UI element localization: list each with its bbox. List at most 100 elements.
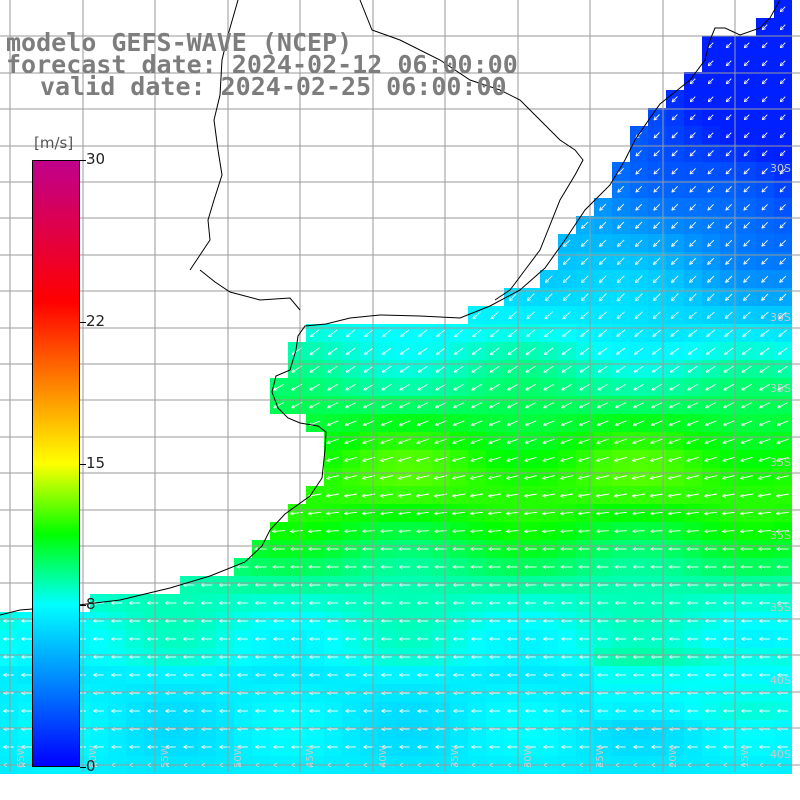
wind-arrow — [780, 204, 786, 209]
wind-arrow — [763, 78, 768, 84]
latitude-label: 40S — [770, 674, 791, 687]
wind-arrow — [744, 186, 750, 191]
wind-arrow — [727, 114, 732, 120]
wind-arrow — [561, 531, 573, 532]
wind-arrow — [672, 221, 679, 228]
colorbar-tick — [80, 321, 86, 323]
wind-arrow — [709, 60, 714, 66]
wind-arrow — [781, 132, 786, 138]
wind-arrow — [579, 531, 591, 532]
wind-arrow — [672, 168, 678, 173]
wind-arrow — [381, 531, 393, 532]
wind-arrow — [781, 114, 786, 120]
wind-arrow — [417, 531, 429, 532]
wind-arrow — [600, 239, 607, 246]
wind-arrow — [744, 203, 751, 209]
wind-arrow — [709, 42, 714, 48]
wind-arrow — [654, 185, 661, 191]
wind-arrow — [709, 150, 714, 156]
colorbar-tick — [80, 160, 86, 161]
wind-arrow — [745, 96, 750, 102]
wind-arrow — [690, 239, 697, 246]
wind-arrow — [673, 96, 678, 102]
wind-arrow — [655, 132, 660, 138]
wind-arrow — [763, 132, 768, 138]
latitude-label: 35S — [770, 529, 791, 542]
longitude-label: 50W — [233, 745, 244, 768]
wind-arrow — [669, 531, 681, 532]
wind-arrow — [673, 132, 678, 138]
wind-arrow — [780, 239, 787, 245]
latitude-label: 35S — [770, 601, 791, 614]
longitude-label: 20W — [668, 745, 679, 768]
longitude-label: 35W — [450, 745, 461, 768]
wind-arrow — [709, 132, 714, 138]
latitude-label: 30S — [770, 162, 791, 175]
wind-arrow — [763, 150, 768, 156]
colorbar-tick — [80, 605, 86, 607]
longitude-label: 65W — [16, 745, 27, 768]
wind-arrow — [582, 239, 589, 246]
wind-arrow — [691, 150, 696, 156]
wind-arrow — [726, 239, 733, 246]
wind-speed-field — [0, 0, 792, 774]
wind-arrow — [781, 96, 786, 102]
wind-arrow — [727, 132, 732, 138]
wind-arrow — [781, 42, 786, 48]
wind-arrow — [633, 531, 645, 532]
wind-arrow — [564, 257, 571, 264]
wind-arrow — [705, 531, 717, 532]
wind-arrow — [763, 114, 768, 120]
wind-arrow — [708, 239, 715, 246]
latitude-label: 40S — [770, 748, 791, 761]
colorbar-tick-label: 22 — [86, 311, 106, 330]
colorbar-tick-label: 0 — [86, 757, 96, 775]
wind-arrow — [636, 221, 643, 228]
wind-arrow — [708, 221, 715, 228]
wind-arrow — [564, 239, 571, 246]
wind-arrow — [691, 96, 696, 102]
wind-arrow — [745, 114, 750, 120]
wind-arrow — [763, 24, 768, 30]
wind-arrow — [690, 203, 697, 209]
wind-arrow — [691, 114, 696, 120]
wind-arrow — [672, 185, 679, 191]
wind-arrow — [615, 531, 627, 532]
wind-arrow — [781, 6, 786, 12]
wind-arrow — [708, 203, 715, 209]
wind-arrow — [781, 186, 786, 192]
wind-arrow — [345, 531, 357, 532]
wind-arrow — [781, 78, 786, 84]
wind-arrow — [654, 168, 660, 173]
wind-arrow — [673, 150, 678, 156]
wind-arrow — [763, 42, 768, 48]
wind-arrow — [745, 60, 750, 66]
wind-arrow — [655, 114, 660, 120]
wind-arrow — [762, 204, 768, 209]
colorbar-tick — [80, 767, 86, 768]
wind-arrow — [781, 150, 786, 156]
wind-arrow — [708, 168, 714, 173]
wind-arrow — [727, 96, 732, 102]
wind-arrow — [618, 239, 625, 246]
wind-arrow — [600, 203, 607, 210]
wind-arrow — [691, 132, 696, 138]
wind-arrow — [618, 185, 625, 192]
wind-arrow — [691, 78, 696, 84]
colorbar-unit: [m/s] — [34, 134, 74, 152]
wind-arrow — [727, 78, 732, 84]
colorbar-tick-label: 15 — [86, 453, 106, 472]
latitude-label: 35S — [770, 382, 791, 395]
wind-arrow — [672, 203, 679, 210]
colorbar-tick-label: 30 — [86, 150, 106, 168]
wind-arrow — [690, 221, 697, 228]
colorbar-tick — [80, 463, 86, 465]
wind-arrow — [654, 150, 660, 155]
wind-arrow — [709, 96, 714, 102]
wind-arrow — [763, 96, 768, 102]
wind-arrow — [654, 203, 661, 210]
wind-arrow — [327, 531, 339, 532]
wind-arrow — [745, 168, 750, 174]
